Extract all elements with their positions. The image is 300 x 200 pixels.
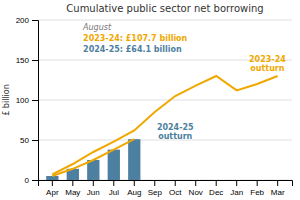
tick-mark [195, 180, 196, 186]
bar-series [46, 139, 140, 180]
tick-label: Feb [250, 188, 264, 197]
tick: Jul [109, 180, 119, 197]
tick-mark [32, 100, 38, 101]
tick-label: Apr [46, 188, 59, 197]
line [52, 139, 134, 176]
tick: Feb [250, 180, 264, 197]
tick-label: Jan [230, 188, 243, 197]
y-axis: 0 50 100 150 200 [16, 16, 39, 185]
tick: Aug [127, 180, 141, 197]
tick-label: 150 [16, 56, 30, 65]
tick-mark [93, 180, 94, 186]
tick: Dec [209, 180, 223, 197]
tick-mark [32, 60, 38, 61]
bar [128, 139, 140, 180]
axis-line [32, 21, 39, 181]
title: Cumulative public sector net borrowing [66, 3, 263, 14]
tick-mark [113, 180, 114, 186]
tick: 0 [25, 176, 38, 185]
subtitle: August [82, 23, 112, 32]
annotation-line: 2023-24 [249, 55, 286, 64]
tick-mark [216, 180, 217, 186]
tick-mark [134, 180, 135, 186]
tick: Jun [87, 180, 100, 197]
annotation: 2024-25: £64.1 billion [83, 45, 182, 54]
tick-mark [175, 180, 176, 186]
annotation: 2024-25outturn [157, 123, 194, 141]
tick-mark [72, 180, 73, 186]
tick-label: Jun [87, 188, 100, 197]
tick-label: 0 [25, 176, 30, 185]
annotation: 2023-24: £107.7 billion [83, 34, 188, 43]
tick-mark [236, 180, 237, 186]
tick: 50 [20, 136, 38, 145]
y-axis-title: £ billion [2, 84, 11, 116]
annotation: 2023-24outturn [249, 55, 286, 73]
tick-label: 100 [16, 96, 30, 105]
annotation-line: outturn [158, 132, 192, 141]
tick: Nov [189, 180, 203, 197]
tick: May [65, 180, 80, 197]
tick-label: 50 [20, 136, 29, 145]
tick: Apr [46, 180, 59, 197]
bar [46, 176, 58, 180]
tick-label: Oct [169, 188, 182, 197]
tick-label: Aug [127, 188, 141, 197]
texts: August2023-24outturn2024-25outturn2023-2… [82, 23, 286, 142]
tick: 100 [16, 96, 38, 105]
tick-mark [52, 180, 53, 186]
tick-mark [32, 140, 38, 141]
tick-mark [277, 180, 278, 186]
grid [38, 20, 292, 180]
x-axis: Apr May Jun Jul Aug Sep Oct Nov Dec Jan Feb Mar [39, 180, 293, 197]
tick-mark [32, 180, 38, 181]
bar [87, 160, 99, 180]
line [52, 76, 277, 174]
tick-mark [154, 180, 155, 186]
plot: 0 50 100 150 200 Apr May Jun Jul Aug Sep Oct Nov Dec J… [16, 16, 293, 197]
tick: 150 [16, 56, 38, 65]
tick: Jan [230, 180, 243, 197]
tick-label: Mar [271, 188, 285, 197]
grid-line [38, 100, 292, 101]
annotation-line: 2024-25 [157, 123, 194, 132]
chart: 0 50 100 150 200 Apr May Jun Jul Aug Sep Oct Nov Dec J… [0, 0, 300, 200]
tick: Mar [271, 180, 285, 197]
tick: Oct [169, 180, 182, 197]
bar [108, 150, 120, 180]
axis-line [39, 181, 293, 187]
tick-label: May [65, 188, 80, 197]
tick-mark [32, 20, 38, 21]
marks [46, 76, 277, 180]
tick-label: Sep [148, 188, 163, 197]
annotation-line: outturn [250, 64, 284, 73]
tick: 200 [16, 16, 38, 25]
grid-line [38, 20, 292, 21]
tick-label: Jul [109, 188, 119, 197]
tick-label: 200 [16, 16, 30, 25]
tick-mark [257, 180, 258, 186]
tick-label: Nov [189, 188, 203, 197]
tick-label: Dec [209, 188, 223, 197]
tick: Sep [148, 180, 163, 197]
